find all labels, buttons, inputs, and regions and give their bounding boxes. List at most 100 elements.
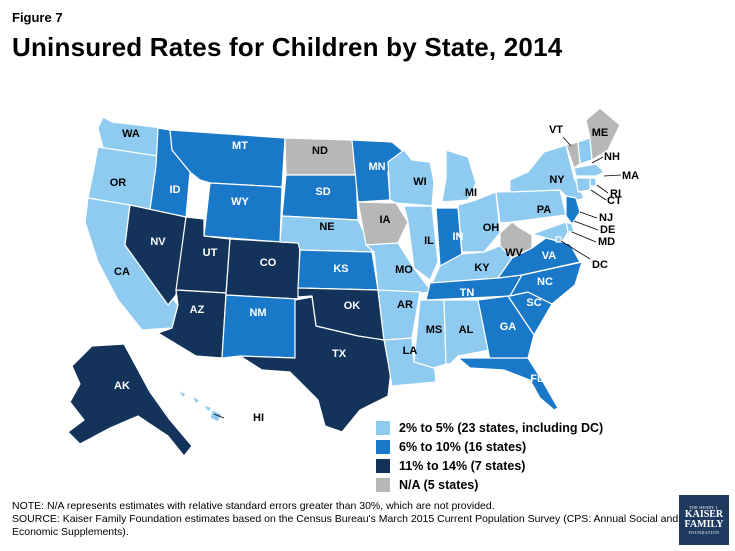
state-co (225, 238, 301, 300)
state-label-ks: KS (333, 263, 348, 275)
state-label-mi: MI (465, 187, 477, 199)
state-label-or: OR (110, 177, 127, 189)
state-label-sd: SD (315, 186, 330, 198)
state-wy (203, 182, 283, 243)
state-label-mo: MO (395, 264, 413, 276)
state-label-me: ME (592, 127, 609, 139)
page-title: Uninsured Rates for Children by State, 2… (12, 32, 563, 62)
state-label-ma: MA (622, 170, 639, 182)
state-me (585, 107, 621, 161)
state-mi (441, 149, 477, 203)
state-label-wv: WV (505, 247, 523, 259)
legend-swatch (376, 458, 390, 473)
state-label-ga: GA (500, 321, 517, 333)
state-tx (239, 296, 393, 433)
state-label-md: MD (598, 236, 615, 248)
state-ma (573, 163, 605, 177)
legend-label: 2% to 5% (23 states, including DC) (399, 420, 604, 435)
state-label-pa: PA (537, 204, 552, 216)
state-label-il: IL (424, 235, 434, 247)
source-text: SOURCE: Kaiser Family Foundation estimat… (12, 513, 679, 538)
state-label-de: DE (600, 224, 615, 236)
state-label-fl: FL (530, 373, 544, 385)
state-label-va: VA (542, 250, 557, 262)
state-label-ok: OK (344, 300, 361, 312)
state-ct (575, 177, 591, 193)
state-label-ak: AK (114, 380, 130, 392)
state-label-id: ID (170, 184, 181, 196)
state-label-ct: CT (607, 195, 622, 207)
state-ms (413, 299, 447, 369)
figure-label: Figure 7 (12, 10, 63, 25)
state-dc (555, 236, 562, 243)
state-label-sc: SC (526, 297, 541, 309)
state-label-ut: UT (203, 247, 218, 259)
state-label-wy: WY (231, 196, 249, 208)
state-label-nh: NH (604, 151, 620, 163)
legend-swatch (376, 420, 390, 435)
logo-line-1: THE HENRY J. (689, 505, 719, 510)
legend-label: 6% to 10% (16 states) (399, 439, 527, 454)
state-label-nm: NM (249, 307, 266, 319)
notes: NOTE: N/A represents estimates with rela… (12, 500, 702, 539)
state-label-tx: TX (332, 348, 347, 360)
legend-label: 11% to 14% (7 states) (399, 458, 526, 473)
legend-item: 11% to 14% (7 states) (376, 456, 603, 475)
state-label-ri: RI (610, 188, 621, 200)
state-ga (477, 295, 535, 361)
logo-line-4: FOUNDATION (688, 530, 720, 535)
state-label-ca: CA (114, 266, 130, 278)
state-label-tn: TN (460, 287, 475, 299)
state-pa (495, 189, 567, 224)
state-label-wa: WA (122, 128, 140, 140)
state-label-oh: OH (483, 222, 500, 234)
state-label-mn: MN (368, 161, 385, 173)
state-label-ar: AR (397, 299, 413, 311)
state-label-ms: MS (426, 324, 443, 336)
state-ak (67, 343, 193, 457)
state-la (383, 337, 437, 387)
legend-label: N/A (5 states) (399, 477, 479, 492)
state-ia (357, 201, 409, 246)
legend-item: 2% to 5% (23 states, including DC) (376, 418, 603, 437)
state-label-ny: NY (549, 174, 565, 186)
state-nj (565, 195, 581, 225)
state-label-nc: NC (537, 276, 553, 288)
legend: 2% to 5% (23 states, including DC) 6% to … (376, 418, 603, 494)
state-label-ia: IA (380, 214, 391, 226)
state-label-ne: NE (319, 221, 334, 233)
state-label-la: LA (403, 345, 418, 357)
state-hi (177, 389, 223, 423)
state-il (403, 205, 439, 281)
state-mt (169, 129, 286, 188)
state-md (531, 221, 569, 243)
note-text: NOTE: N/A represents estimates with rela… (12, 500, 495, 512)
state-label-ky: KY (474, 262, 490, 274)
kff-logo: THE HENRY J. KAISER FAMILY FOUNDATION (679, 495, 729, 545)
legend-item: 6% to 10% (16 states) (376, 437, 603, 456)
state-wi (387, 149, 435, 207)
state-label-az: AZ (190, 304, 205, 316)
logo-line-2: KAISER (684, 509, 724, 520)
state-label-nv: NV (150, 236, 166, 248)
state-label-wi: WI (413, 176, 426, 188)
state-wv (499, 221, 533, 259)
state-label-hi: HI (253, 412, 264, 424)
us-map: WA OR CA ID NV MT WY UT AZ CO NM ND SD NE KS OK TX MN IA MO… (67, 107, 639, 457)
state-fl (457, 357, 559, 411)
state-ri (589, 177, 597, 187)
state-label-vt: VT (549, 124, 563, 136)
state-label-dc: DC (592, 259, 608, 271)
state-label-al: AL (459, 324, 474, 336)
state-label-mt: MT (232, 140, 248, 152)
legend-item: N/A (5 states) (376, 475, 603, 494)
state-nv (124, 204, 187, 306)
legend-swatch (376, 439, 390, 454)
state-label-nj: NJ (599, 212, 613, 224)
state-label-co: CO (260, 257, 277, 269)
state-nm (221, 294, 299, 359)
legend-swatch (376, 477, 390, 492)
state-label-nd: ND (312, 145, 328, 157)
state-ar (377, 289, 421, 341)
logo-line-3: FAMILY (684, 519, 724, 530)
